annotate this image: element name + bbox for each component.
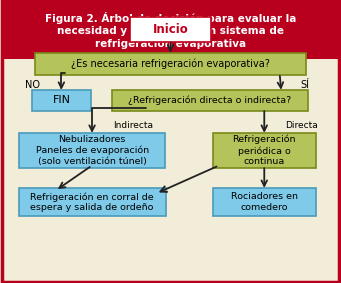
Text: Refrigeración en corral de
espera y salida de ordeño: Refrigeración en corral de espera y sali…	[30, 192, 154, 213]
Text: Refrigeración
periódica o
continua: Refrigeración periódica o continua	[233, 135, 296, 166]
FancyBboxPatch shape	[112, 90, 308, 110]
Text: FIN: FIN	[53, 95, 70, 106]
FancyBboxPatch shape	[130, 17, 211, 42]
Text: Rociadores en
comedero: Rociadores en comedero	[231, 192, 298, 212]
Text: Nebulizadores
Paneles de evaporación
(solo ventilación túnel): Nebulizadores Paneles de evaporación (so…	[35, 135, 149, 166]
FancyBboxPatch shape	[213, 188, 315, 216]
FancyBboxPatch shape	[35, 53, 306, 75]
Text: Indirecta: Indirecta	[113, 121, 153, 130]
FancyBboxPatch shape	[213, 134, 315, 168]
FancyBboxPatch shape	[19, 188, 166, 216]
Text: ¿Refrigeración directa o indirecta?: ¿Refrigeración directa o indirecta?	[128, 96, 291, 105]
Text: Inicio: Inicio	[153, 23, 188, 36]
Text: Directa: Directa	[285, 121, 318, 130]
FancyBboxPatch shape	[19, 134, 165, 168]
FancyBboxPatch shape	[2, 1, 339, 59]
Text: ¿Es necesaria refrigeración evaporativa?: ¿Es necesaria refrigeración evaporativa?	[71, 59, 270, 70]
Text: SÍ: SÍ	[301, 80, 310, 90]
Text: NO: NO	[25, 80, 40, 90]
Text: Figura 2. Árbol de decisión para evaluar la
necesidad y seleccionar un sistema d: Figura 2. Árbol de decisión para evaluar…	[45, 12, 296, 49]
FancyBboxPatch shape	[32, 90, 90, 110]
